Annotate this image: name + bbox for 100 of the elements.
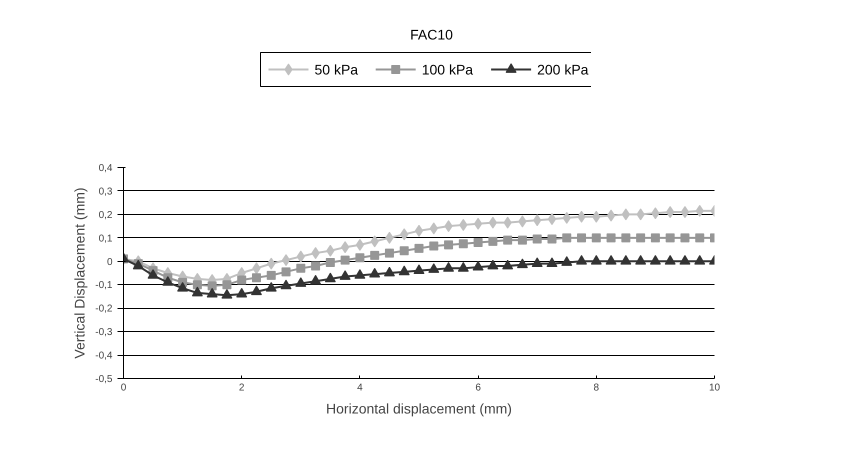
y-tick-label: 0,4 xyxy=(98,163,113,174)
point xyxy=(562,233,572,242)
point xyxy=(206,288,218,298)
point xyxy=(414,244,424,253)
point xyxy=(444,220,453,232)
point xyxy=(695,233,704,242)
point xyxy=(428,263,440,273)
point xyxy=(295,277,306,287)
x-tick-label: 4 xyxy=(357,382,364,394)
point xyxy=(385,232,394,244)
point xyxy=(547,234,556,244)
point xyxy=(444,240,454,250)
point xyxy=(326,258,335,267)
point xyxy=(370,250,380,260)
point xyxy=(282,254,290,266)
point xyxy=(518,215,527,228)
point xyxy=(666,233,675,242)
point xyxy=(458,262,469,272)
point xyxy=(355,253,364,262)
x-tick-label: 10 xyxy=(708,382,720,394)
point xyxy=(621,233,630,242)
point xyxy=(548,213,556,226)
point xyxy=(592,233,601,242)
point xyxy=(474,218,482,230)
point xyxy=(354,269,366,279)
point xyxy=(311,261,320,270)
point xyxy=(208,281,217,290)
y-tick-label: -0,5 xyxy=(95,374,113,385)
point xyxy=(518,236,527,245)
point xyxy=(487,260,498,270)
x-tick-label: 8 xyxy=(594,382,600,394)
point xyxy=(384,248,394,258)
y-tick-label: 0,1 xyxy=(98,233,113,244)
point xyxy=(636,233,646,242)
point xyxy=(252,273,261,282)
point xyxy=(280,280,292,290)
point xyxy=(236,288,248,298)
point xyxy=(177,282,188,292)
point xyxy=(546,257,558,268)
legend-label: 50 kPa xyxy=(314,62,358,78)
point xyxy=(192,280,202,290)
point xyxy=(680,233,690,242)
point xyxy=(326,244,335,257)
x-tick-label: 0 xyxy=(120,382,127,394)
point xyxy=(694,255,706,265)
point xyxy=(340,256,350,265)
point xyxy=(532,257,543,268)
point xyxy=(650,233,660,242)
point xyxy=(266,270,276,280)
x-tick-label: 6 xyxy=(475,382,482,394)
point xyxy=(222,280,232,290)
point xyxy=(488,236,498,246)
y-tick-label: 0,3 xyxy=(98,186,113,198)
point xyxy=(356,238,364,251)
point xyxy=(458,239,468,248)
point xyxy=(606,255,617,265)
y-tick-label: 0,2 xyxy=(98,210,113,221)
point xyxy=(414,264,424,274)
point xyxy=(590,255,602,265)
point xyxy=(369,268,380,278)
point xyxy=(651,207,660,220)
point xyxy=(620,255,632,265)
point xyxy=(635,255,646,265)
y-tick-label: -0,1 xyxy=(95,280,113,292)
point xyxy=(429,242,438,251)
point xyxy=(474,238,483,248)
point xyxy=(340,241,350,254)
point xyxy=(324,272,336,282)
y-tick-label: -0,3 xyxy=(95,327,113,338)
point xyxy=(502,260,514,270)
point xyxy=(606,210,616,222)
point xyxy=(192,286,203,296)
point xyxy=(650,255,661,265)
point xyxy=(221,289,232,299)
point xyxy=(237,276,246,285)
point xyxy=(577,233,586,242)
y-tick-label: 0 xyxy=(106,256,113,268)
chart-title: FAC10 xyxy=(410,26,454,42)
point xyxy=(680,206,690,218)
point xyxy=(443,262,454,272)
y-tick-label: -0,2 xyxy=(95,304,113,315)
point xyxy=(148,269,159,279)
point xyxy=(503,236,512,245)
legend-label: 200 kPa xyxy=(537,62,589,78)
point xyxy=(414,224,424,237)
point xyxy=(282,267,291,276)
point xyxy=(488,216,498,229)
point xyxy=(252,262,261,274)
point xyxy=(636,208,645,220)
point xyxy=(503,216,512,229)
point xyxy=(472,260,484,271)
x-tick-label: 2 xyxy=(238,382,245,394)
legend-label: 100 kPa xyxy=(422,62,474,78)
x-axis-title: Horizontal displacement (mm) xyxy=(326,400,512,416)
point xyxy=(398,266,410,276)
point xyxy=(561,256,572,266)
point xyxy=(340,270,351,280)
y-axis-title: Vertical Displacement (mm) xyxy=(71,187,88,359)
point xyxy=(679,255,690,265)
point xyxy=(384,266,395,276)
